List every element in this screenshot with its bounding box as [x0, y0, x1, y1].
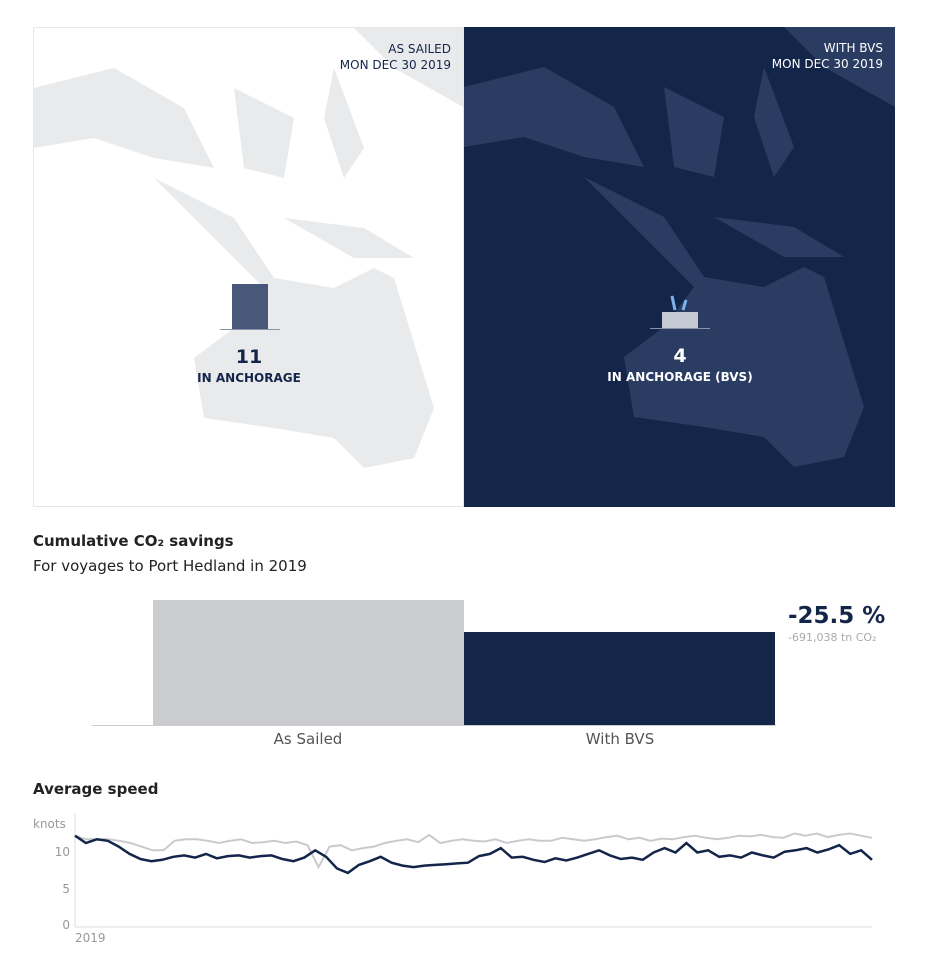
title-text: AS SAILED [388, 42, 451, 56]
with-bvs-title: WITH BVS MON DEC 30 2019 [772, 40, 883, 72]
map-land-light [34, 28, 463, 468]
with-bvs-speed-line [74, 834, 873, 875]
title-text: WITH BVS [823, 41, 883, 55]
x-tick-2019: 2019 [75, 931, 106, 945]
category-label-as-sailed: As Sailed [273, 730, 343, 748]
bar-as-sailed [153, 600, 464, 725]
bar-with-bvs [464, 631, 775, 725]
y-tick-0: 0 [62, 918, 70, 932]
anchorage-baseline [220, 329, 280, 330]
co2-chart-subtitle: For voyages to Port Hedland in 2019 [33, 557, 307, 575]
map-land-dark [464, 27, 895, 467]
anchorage-bar-icon [232, 284, 268, 330]
y-tick-5: 5 [62, 882, 70, 896]
as-sailed-map-panel: AS SAILED MON DEC 30 2019 11 IN ANCHORAGE [33, 27, 464, 507]
with-bvs-map-panel: WITH BVS MON DEC 30 2019 4 IN ANCHORAGE (… [464, 27, 895, 507]
y-tick-10: 10 [54, 845, 70, 859]
savings-amount: -691,038 tn CO₂ [788, 631, 877, 644]
speed-chart-title: Average speed [33, 780, 159, 798]
date-text: MON DEC 30 2019 [771, 57, 883, 71]
category-label-with-bvs: With BVS [585, 730, 655, 748]
as-sailed-title: AS SAILED MON DEC 30 2019 [340, 41, 451, 73]
anchorage-count: 11 [235, 346, 263, 368]
y-axis-label: knots [33, 817, 66, 831]
anchorage-count: 4 [673, 345, 687, 367]
co2-chart-title: Cumulative CO₂ savings [33, 532, 234, 550]
savings-percent: -25.5 % [788, 603, 886, 629]
anchorage-label: IN ANCHORAGE (BVS) [607, 370, 753, 384]
anchorage-label: IN ANCHORAGE [197, 371, 301, 385]
bar-baseline [92, 725, 776, 726]
ship-bvs-icon [650, 295, 710, 329]
as-sailed-speed-line [74, 832, 873, 870]
date-text: MON DEC 30 2019 [339, 58, 451, 72]
